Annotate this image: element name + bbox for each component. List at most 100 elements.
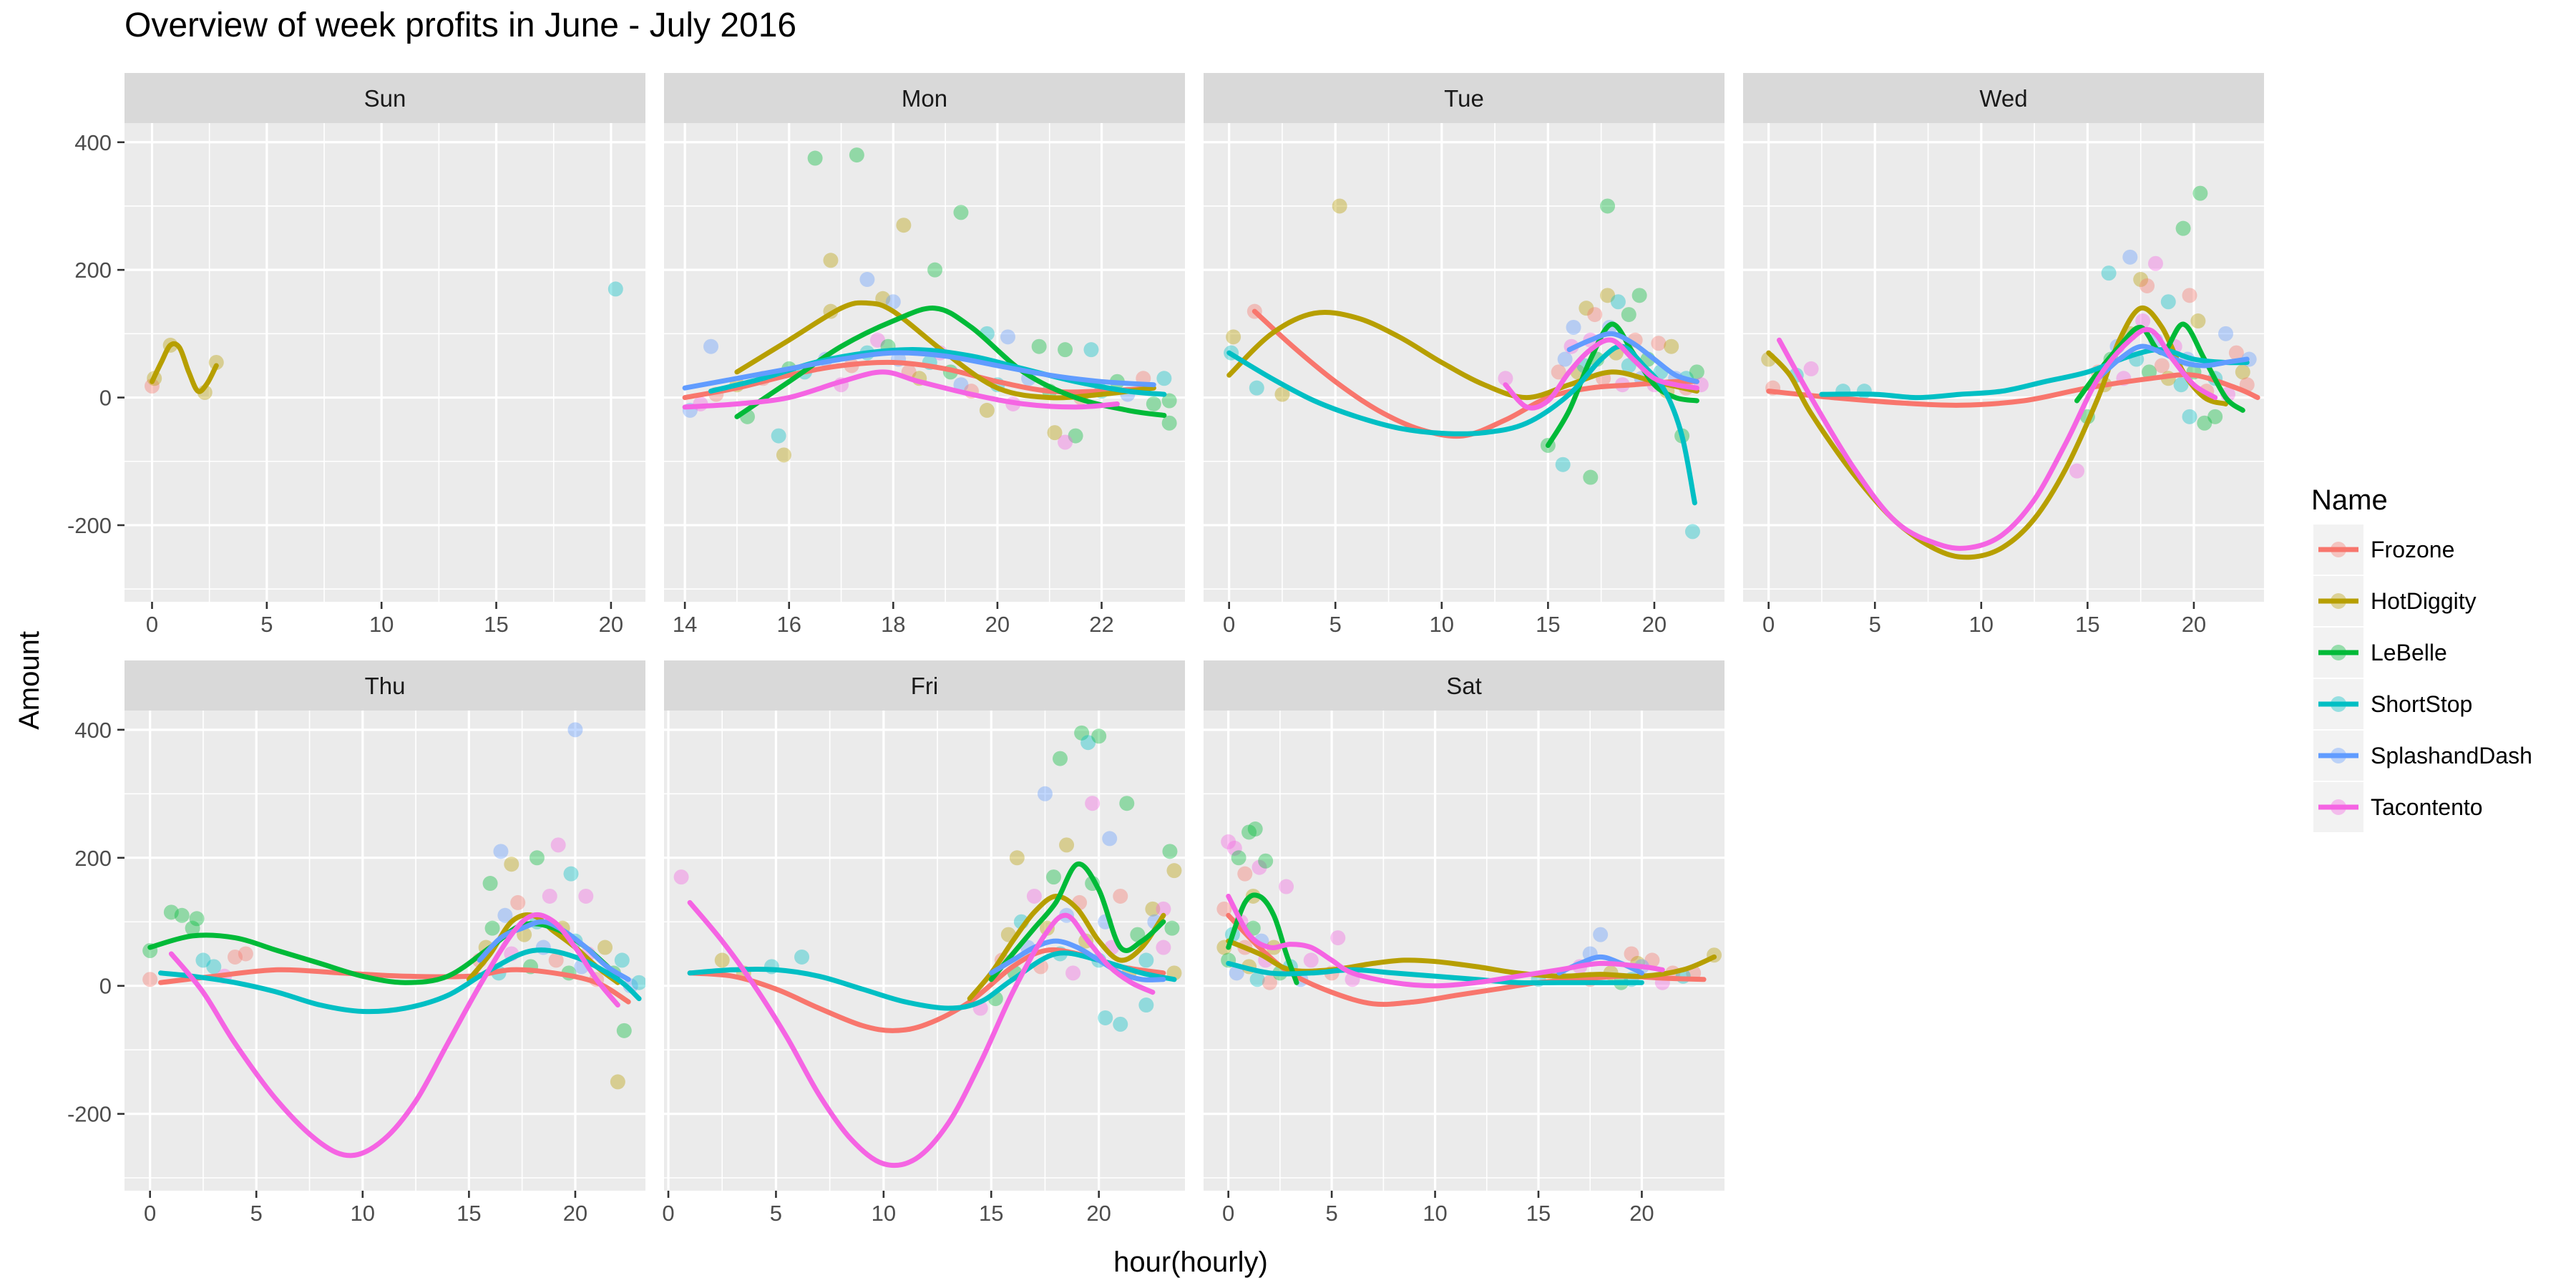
data-point-splashanddash xyxy=(2122,249,2138,265)
x-tick-label: 10 xyxy=(872,1201,896,1226)
data-point-lebelle xyxy=(1058,342,1073,358)
data-point-lebelle xyxy=(1600,198,1616,214)
data-point-shortstop xyxy=(1138,952,1154,968)
x-tick-label: 20 xyxy=(1642,612,1667,637)
data-point-hotdiggity xyxy=(1059,837,1075,853)
data-point-hotdiggity xyxy=(1579,301,1594,316)
legend-item-splashanddash: SplashandDash xyxy=(2313,731,2532,781)
x-tick-label: 15 xyxy=(1536,612,1560,637)
x-axis: 14 16 18 20 22 xyxy=(673,602,1114,637)
y-tick-label: 200 xyxy=(74,846,112,871)
data-point-frozone xyxy=(1644,952,1660,968)
data-point-frozone xyxy=(238,946,253,962)
data-point-tacontento xyxy=(2135,313,2151,329)
data-point-tacontento xyxy=(673,869,689,885)
smooth-line-tacontento xyxy=(168,912,620,1158)
smooth-lines xyxy=(1226,308,1699,506)
smooth-line-splashanddash xyxy=(477,919,631,982)
x-tick-label: 14 xyxy=(673,612,697,637)
y-tick-label: 200 xyxy=(74,258,112,283)
data-point-splashanddash xyxy=(1037,786,1053,801)
smooth-line-lebelle xyxy=(147,921,620,985)
data-point-lebelle xyxy=(1146,396,1161,411)
smooth-line-frozone xyxy=(1766,372,2260,408)
facet-strip xyxy=(1743,73,2264,123)
smooth-line-frozone xyxy=(158,967,631,1005)
facet-strip-label: Mon xyxy=(902,85,947,112)
smooth-line-tacontento xyxy=(1503,337,1699,411)
data-point-lebelle xyxy=(1164,920,1180,936)
smooth-line-hotdiggity xyxy=(967,893,1166,1002)
data-point-splashanddash xyxy=(703,338,719,354)
data-point-splashanddash xyxy=(497,907,513,923)
x-tick-label: 5 xyxy=(770,1201,782,1226)
x-axis: 0 5 10 15 20 xyxy=(1222,1191,1654,1226)
data-point-lebelle xyxy=(482,876,498,892)
data-point-lebelle xyxy=(2207,409,2223,424)
y-axis: -200 0 200 400 xyxy=(67,130,125,538)
y-axis: -200 0 200 400 xyxy=(67,718,125,1127)
data-point-hotdiggity xyxy=(1332,198,1347,214)
data-point-hotdiggity xyxy=(1009,850,1025,866)
x-tick-label: 20 xyxy=(599,612,623,637)
data-point-tacontento xyxy=(1058,434,1073,450)
smooth-lines xyxy=(682,300,1167,419)
legend-title: Name xyxy=(2311,484,2388,516)
y-tick-label: 400 xyxy=(74,718,112,743)
x-tick-label: 18 xyxy=(881,612,905,637)
data-point-tacontento xyxy=(578,888,594,904)
smooth-line-shortstop xyxy=(158,947,642,1015)
data-point-shortstop xyxy=(1138,997,1154,1013)
x-tick-label: 20 xyxy=(1086,1201,1111,1226)
facet-mon: Mon 14 16 18 20 22 xyxy=(664,73,1185,637)
data-point-splashanddash xyxy=(1229,965,1244,981)
data-point-lebelle xyxy=(2175,220,2191,236)
legend-label: Tacontento xyxy=(2371,794,2483,820)
data-point-lebelle xyxy=(849,147,864,163)
data-point-frozone xyxy=(2228,345,2244,361)
smooth-line-hotdiggity xyxy=(150,341,219,394)
legend-label: LeBelle xyxy=(2371,640,2447,665)
facet-strip xyxy=(125,660,645,711)
data-point-lebelle xyxy=(174,907,190,923)
x-tick-label: 5 xyxy=(1869,612,1881,637)
x-tick-label: 20 xyxy=(2182,612,2206,637)
data-point-frozone xyxy=(510,894,526,910)
x-tick-label: 20 xyxy=(985,612,1010,637)
data-point-hotdiggity xyxy=(823,253,839,268)
data-point-splashanddash xyxy=(1593,927,1609,942)
data-point-lebelle xyxy=(1247,821,1263,837)
data-point-tacontento xyxy=(1156,940,1171,955)
smooth-lines xyxy=(147,912,642,1158)
x-tick-label: 0 xyxy=(1222,1201,1234,1226)
smooth-line-frozone xyxy=(682,359,1156,401)
data-point-hotdiggity xyxy=(896,218,912,233)
facet-strip xyxy=(664,73,1185,123)
data-point-tacontento xyxy=(1803,361,1819,376)
data-point-hotdiggity xyxy=(776,447,791,463)
data-point-frozone xyxy=(2154,358,2170,374)
data-point-shortstop xyxy=(1156,371,1172,386)
data-point-lebelle xyxy=(1053,751,1068,766)
data-point-lebelle xyxy=(616,1023,632,1038)
x-axis: 0 5 10 15 20 xyxy=(146,602,623,637)
data-point-frozone xyxy=(228,949,243,965)
facet-tue: Tue 0 5 10 15 20 xyxy=(1204,73,1724,637)
data-point-lebelle xyxy=(189,911,205,927)
facet-wed: Wed 0 5 10 15 20 xyxy=(1743,73,2264,637)
data-point-hotdiggity xyxy=(597,940,613,955)
smooth-line-shortstop xyxy=(1226,343,1697,506)
data-point-lebelle xyxy=(1091,728,1107,744)
data-point-hotdiggity xyxy=(1664,338,1679,354)
x-tick-label: 5 xyxy=(260,612,273,637)
smooth-line-tacontento xyxy=(682,369,1120,410)
data-point-lebelle xyxy=(1621,307,1636,323)
x-tick-label: 0 xyxy=(1223,612,1235,637)
data-point-shortstop xyxy=(794,949,810,965)
data-point-hotdiggity xyxy=(2235,364,2250,380)
smooth-line-tacontento xyxy=(1226,894,1665,989)
data-point-shortstop xyxy=(608,281,623,297)
data-point-lebelle xyxy=(1031,338,1047,354)
data-point-shortstop xyxy=(1610,294,1626,310)
